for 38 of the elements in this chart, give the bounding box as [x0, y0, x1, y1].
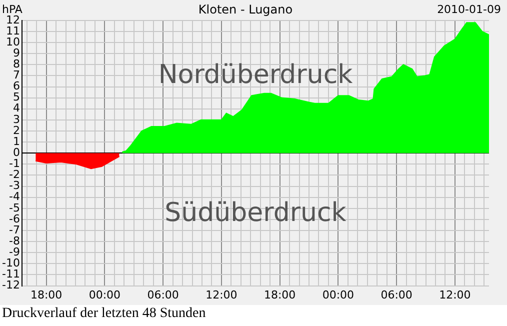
x-tick-label: 18:00: [30, 288, 62, 302]
y-tick-label: -12: [2, 278, 20, 292]
y-tick-label: 7: [13, 68, 20, 82]
y-tick-label: 3: [13, 112, 20, 126]
annotation: Südüberdruck: [164, 198, 346, 228]
y-tick-label: -3: [9, 179, 20, 192]
x-tick-label: 18:00: [264, 288, 296, 302]
x-tick-label: 12:00: [439, 288, 471, 302]
chart-title: Kloten - Lugano: [198, 2, 293, 16]
y-tick-label: -1: [9, 157, 20, 170]
x-tick-label: 12:00: [206, 288, 238, 302]
y-tick-label: -9: [9, 245, 20, 258]
y-tick-label: 9: [13, 46, 20, 60]
y-tick-label: -5: [9, 201, 20, 214]
y-tick-label: 12: [6, 13, 20, 26]
y-tick-label: -2: [9, 168, 20, 182]
y-tick-label: 0: [13, 146, 20, 159]
x-tick-label: 00:00: [322, 288, 354, 302]
y-tick-label: -4: [9, 190, 20, 204]
y-tick-label: 4: [13, 102, 20, 115]
y-tick-label: -11: [2, 268, 20, 281]
x-tick-label: 00:00: [88, 288, 121, 302]
y-tick-label: 2: [13, 124, 20, 137]
y-tick-label: 6: [13, 80, 20, 93]
x-tick-label: 06:00: [147, 288, 179, 302]
y-tick-label: 1: [13, 134, 20, 148]
y-tick-label: 11: [6, 24, 20, 38]
y-tick-label: -6: [9, 212, 20, 226]
y-tick-label: 10: [6, 35, 20, 48]
y-tick-label: 8: [13, 57, 20, 70]
y-axis-title: hPA: [2, 2, 23, 16]
x-tick-label: 06:00: [380, 288, 412, 302]
text: Druckverlauf der letzten 48 Stunden: [1, 305, 207, 323]
y-tick-label: -7: [9, 223, 20, 236]
y-tick-label: 5: [13, 90, 20, 104]
text: 2010-01-09: [437, 2, 501, 16]
y-tick-label: -8: [9, 234, 20, 248]
y-tick-label: -10: [2, 256, 20, 270]
